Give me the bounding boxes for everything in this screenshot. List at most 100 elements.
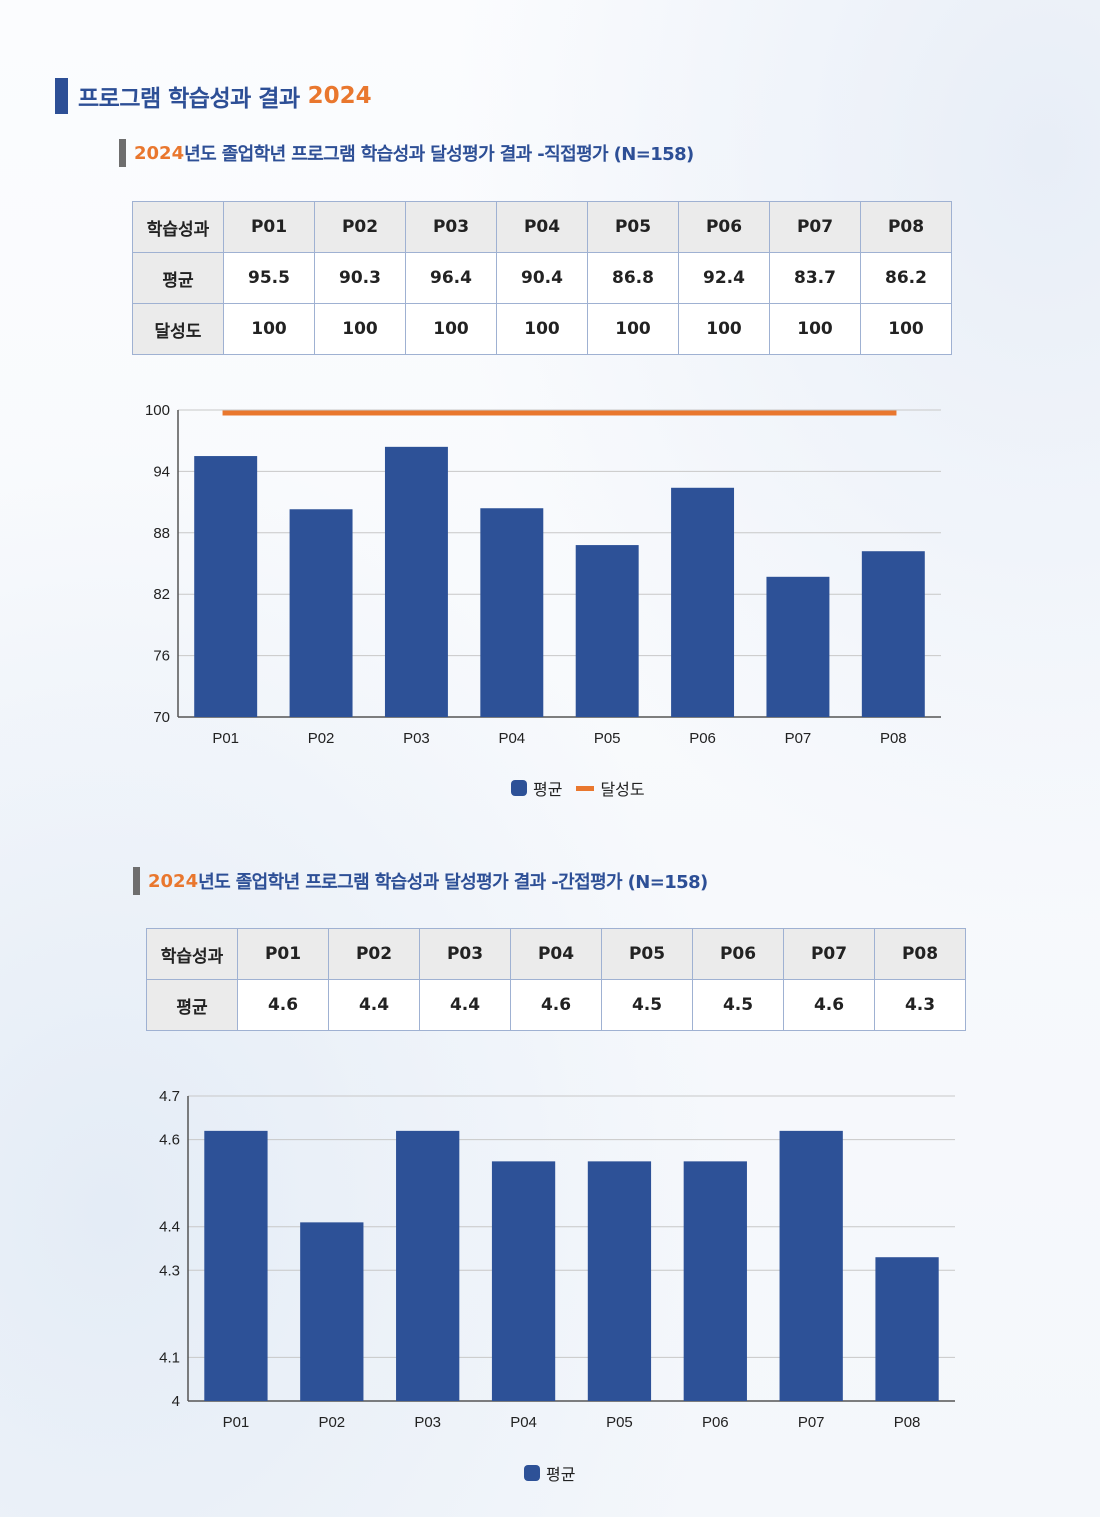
section2-title-text: 년도 졸업학년 프로그램 학습성과 달성평가 결과 -간접평가 (N=158) [198, 872, 708, 893]
table-header-cell: P02 [314, 201, 406, 253]
y-tick-label: 100 [145, 402, 170, 419]
table-header-cell: P05 [587, 201, 679, 253]
table-header-cell: P06 [692, 928, 784, 980]
table-header-cell: P01 [237, 928, 329, 980]
bar-p08 [875, 1257, 939, 1401]
bar-p04 [480, 508, 544, 717]
y-tick-label: 4 [172, 1393, 180, 1410]
x-tick-label: P02 [318, 1414, 345, 1431]
table-header-cell: P08 [860, 201, 952, 253]
x-tick-label: P05 [606, 1414, 633, 1431]
x-tick-label: P06 [702, 1414, 729, 1431]
section1-title-year: 2024 [134, 142, 185, 164]
direct-eval-legend: 평균 달성도 [511, 776, 645, 800]
y-tick-label: 94 [153, 463, 170, 480]
x-tick-label: P02 [308, 730, 335, 747]
table-header-cell: P07 [769, 201, 861, 253]
page-title-text: 프로그램 학습성과 결과 [78, 86, 300, 112]
table-cell: 86.2 [860, 252, 952, 304]
table-cell: 100 [496, 303, 588, 355]
section2-accent-bar [133, 867, 140, 895]
y-tick-label: 4.7 [159, 1088, 180, 1105]
table-cell: 100 [405, 303, 497, 355]
legend-bar-swatch [511, 780, 527, 796]
x-tick-label: P08 [880, 730, 907, 747]
table-cell: 100 [587, 303, 679, 355]
table-header-cell: P01 [223, 201, 315, 253]
section2-title: 2024 년도 졸업학년 프로그램 학습성과 달성평가 결과 -간접평가 (N=… [133, 867, 708, 895]
bar-p08 [861, 551, 925, 717]
table-cell: 4.6 [237, 979, 329, 1031]
table-cell: 4.4 [328, 979, 420, 1031]
bar-p05 [575, 545, 639, 717]
table-row-header: 달성도 [132, 303, 224, 355]
table-cell: 100 [678, 303, 770, 355]
table-header-row: 학습성과 P01 P02 P03 P04 P05 P06 P07 P08 [132, 201, 952, 253]
table-cell: 100 [860, 303, 952, 355]
bar-p03 [396, 1130, 460, 1401]
legend-bar-label: 평균 [533, 780, 563, 799]
table-cell: 4.6 [510, 979, 602, 1031]
table-header-cell: P02 [328, 928, 420, 980]
y-tick-label: 4.3 [159, 1262, 180, 1279]
y-tick-label: 76 [153, 648, 170, 665]
x-tick-label: P01 [212, 730, 239, 747]
table-row: 달성도 100 100 100 100 100 100 100 100 [132, 303, 952, 355]
y-tick-label: 82 [153, 586, 170, 603]
table-cell: 86.8 [587, 252, 679, 304]
table-cell: 100 [314, 303, 406, 355]
title-accent-bar [55, 78, 68, 114]
x-tick-label: P07 [798, 1414, 825, 1431]
x-tick-label: P08 [894, 1414, 921, 1431]
x-tick-label: P07 [785, 730, 812, 747]
bar-p02 [300, 1222, 364, 1401]
table-cell: 4.5 [601, 979, 693, 1031]
indirect-eval-legend: 평균 [524, 1461, 575, 1485]
y-tick-label: 88 [153, 525, 170, 542]
table-header-cell: 학습성과 [146, 928, 238, 980]
table-cell: 100 [223, 303, 315, 355]
bar-p03 [384, 446, 448, 717]
section2-title-year: 2024 [148, 870, 199, 892]
y-tick-label: 4.6 [159, 1132, 180, 1149]
bar-p01 [194, 456, 258, 717]
x-tick-label: P03 [414, 1414, 441, 1431]
table-cell: 4.5 [692, 979, 784, 1031]
section1-title: 2024 년도 졸업학년 프로그램 학습성과 달성평가 결과 -직접평가 (N=… [119, 139, 694, 167]
table-cell: 92.4 [678, 252, 770, 304]
table-header-cell: P06 [678, 201, 770, 253]
x-tick-label: P04 [510, 1414, 537, 1431]
direct-eval-table: 학습성과 P01 P02 P03 P04 P05 P06 P07 P08 평균 … [132, 201, 952, 355]
indirect-eval-chart: 4 4.1 4.3 4.4 4.6 4.7 P01 P02 P03 P04 P05 P06 P07 P08 [159, 1088, 955, 1431]
table-cell: 90.4 [496, 252, 588, 304]
table-cell: 83.7 [769, 252, 861, 304]
table-row-header: 평균 [146, 979, 238, 1031]
table-header-cell: 학습성과 [132, 201, 224, 253]
table-row-header: 평균 [132, 252, 224, 304]
table-header-cell: P03 [419, 928, 511, 980]
table-header-cell: P03 [405, 201, 497, 253]
x-tick-label: P05 [594, 730, 621, 747]
table-row: 평균 4.6 4.4 4.4 4.6 4.5 4.5 4.6 4.3 [146, 979, 966, 1031]
x-tick-label: P03 [403, 730, 430, 747]
x-tick-label: P06 [689, 730, 716, 747]
section1-title-text: 년도 졸업학년 프로그램 학습성과 달성평가 결과 -직접평가 (N=158) [184, 144, 694, 165]
x-tick-label: P01 [223, 1414, 250, 1431]
table-cell: 100 [769, 303, 861, 355]
table-header-cell: P04 [496, 201, 588, 253]
y-tick-label: 4.4 [159, 1219, 180, 1236]
table-cell: 96.4 [405, 252, 497, 304]
table-cell: 4.6 [783, 979, 875, 1031]
bar-p06 [671, 487, 735, 717]
page-title-year: 2024 [307, 83, 372, 109]
table-header-row: 학습성과 P01 P02 P03 P04 P05 P06 P07 P08 [146, 928, 966, 980]
table-row: 평균 95.5 90.3 96.4 90.4 86.8 92.4 83.7 86… [132, 252, 952, 304]
table-header-cell: P04 [510, 928, 602, 980]
table-header-cell: P07 [783, 928, 875, 980]
table-cell: 4.4 [419, 979, 511, 1031]
legend-line-swatch [576, 785, 595, 791]
table-header-cell: P05 [601, 928, 693, 980]
legend-bar-swatch [524, 1465, 540, 1481]
table-cell: 4.3 [874, 979, 966, 1031]
bar-p05 [587, 1161, 652, 1401]
